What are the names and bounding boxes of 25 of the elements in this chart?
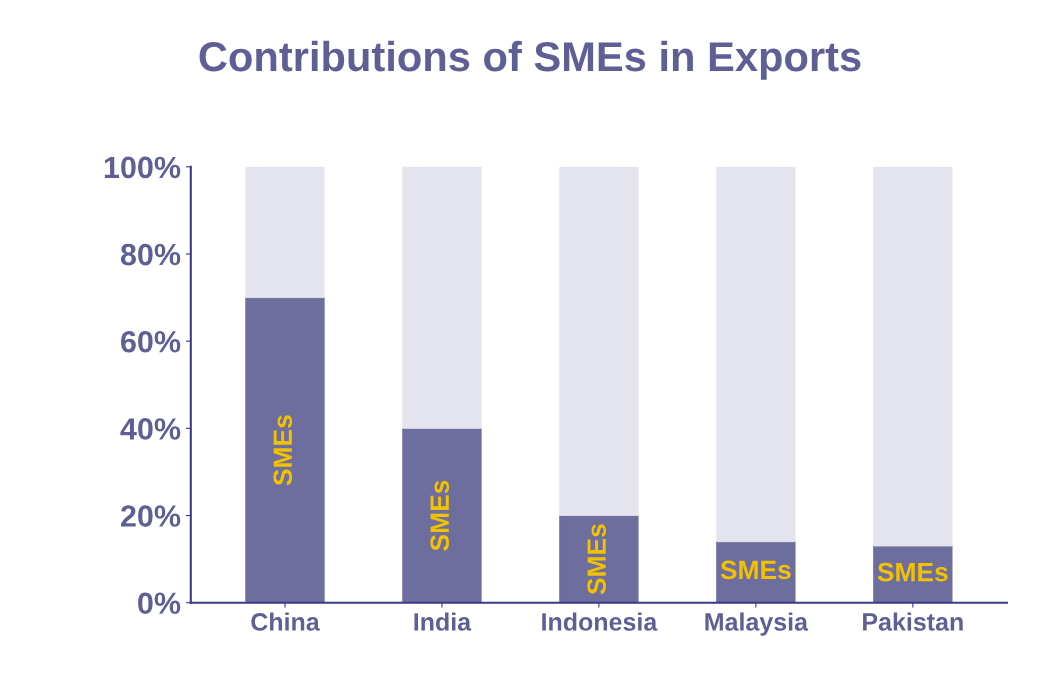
- text: SMEs: [720, 560, 791, 580]
- bar: [873, 166, 953, 547]
- y-tick-label: 0%: [138, 592, 181, 615]
- text: SMEs: [430, 480, 450, 551]
- bar: [402, 166, 482, 429]
- chart-title: Contributions of SMEs in Exports: [199, 40, 861, 80]
- y-tick-label: 80%: [120, 243, 181, 266]
- x-tick-label: India: [414, 612, 472, 631]
- x-tick-label: Pakistan: [863, 612, 963, 631]
- series-label: SMEs: [877, 562, 948, 582]
- bar: [559, 515, 639, 603]
- bar: [716, 166, 796, 543]
- bar: [245, 297, 325, 603]
- bar: [245, 166, 325, 299]
- bar: [559, 166, 639, 516]
- y-tick-label: 100%: [104, 156, 181, 179]
- text: SMEs: [273, 415, 293, 486]
- y-tick-label: 40%: [120, 418, 181, 440]
- y-tick-label: 60%: [121, 330, 181, 353]
- y-tick-label: 20%: [120, 505, 181, 527]
- x-tick-label: China: [251, 612, 320, 631]
- bar: [402, 427, 482, 603]
- text: SMEs: [587, 524, 606, 595]
- x-tick-label: Indonesia: [542, 612, 658, 631]
- x-tick-label: Malaysia: [705, 612, 809, 636]
